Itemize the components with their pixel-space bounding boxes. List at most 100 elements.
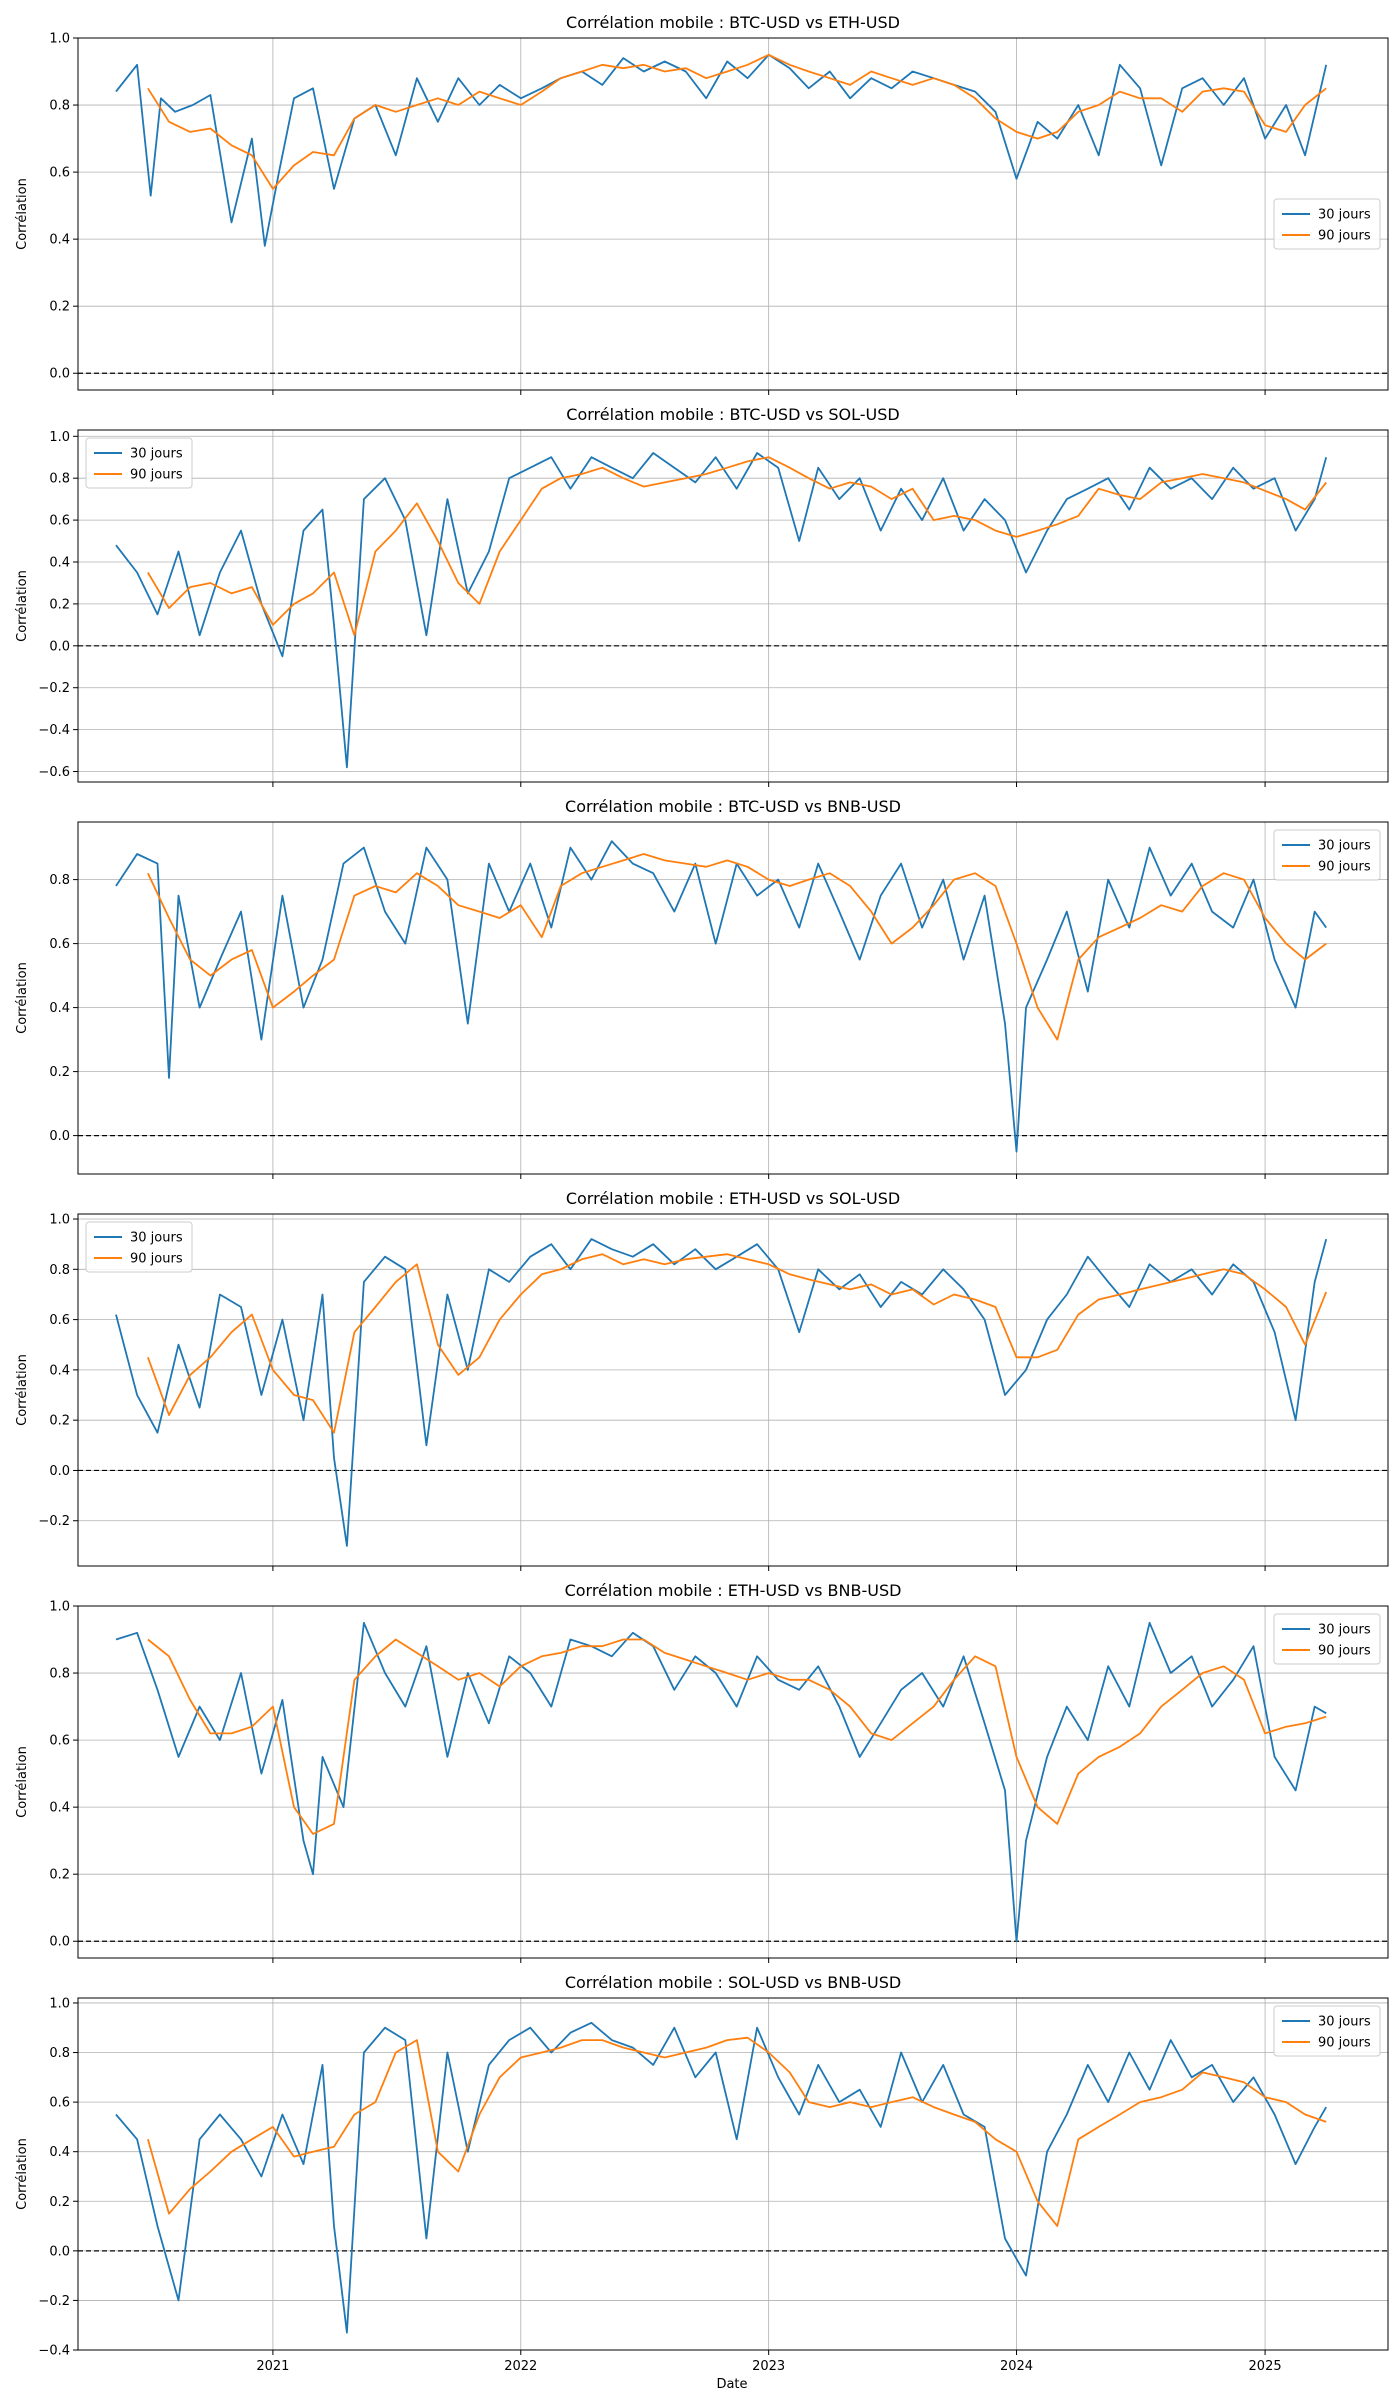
y-tick-label: 0.4 bbox=[49, 233, 70, 248]
y-tick-label: 0.8 bbox=[49, 472, 70, 487]
chart-title: Corrélation mobile : BTC-USD vs SOL-USD bbox=[566, 405, 899, 424]
y-tick-label: 0.6 bbox=[49, 2096, 70, 2111]
legend-label: 90 jours bbox=[1318, 2036, 1371, 2051]
chart-panel-6: Corrélation mobile : SOL-USD vs BNB-USD −… bbox=[15, 1973, 1389, 2374]
legend-label: 30 jours bbox=[130, 447, 183, 462]
series-line-90-jours bbox=[147, 853, 1327, 1041]
legend-box bbox=[1273, 198, 1381, 250]
series-line-90-jours bbox=[147, 2036, 1327, 2228]
legend-box bbox=[1273, 829, 1381, 881]
y-tick-label: 0.2 bbox=[49, 300, 70, 315]
chart-title: Corrélation mobile : ETH-USD vs SOL-USD bbox=[566, 1189, 900, 1208]
legend-box bbox=[85, 437, 193, 489]
y-tick-label: 0.8 bbox=[49, 2046, 70, 2061]
x-axis-label: Date bbox=[716, 2377, 747, 2392]
x-tick-label: 2023 bbox=[752, 2359, 785, 2374]
y-tick-label: 0.8 bbox=[49, 99, 70, 114]
legend-label: 90 jours bbox=[1318, 860, 1371, 875]
series-line-30-jours bbox=[115, 53, 1328, 247]
legend-label: 30 jours bbox=[1318, 1623, 1371, 1638]
x-tick-label: 2022 bbox=[504, 2359, 537, 2374]
chart-panel-2: Corrélation mobile : BTC-USD vs SOL-USD −… bbox=[15, 405, 1389, 787]
legend-label: 90 jours bbox=[1318, 229, 1371, 244]
chart-title: Corrélation mobile : ETH-USD vs BNB-USD bbox=[565, 1581, 902, 1600]
y-tick-label: −0.2 bbox=[38, 681, 70, 696]
legend-label: 30 jours bbox=[1318, 2015, 1371, 2030]
legend: 30 jours 90 jours bbox=[1273, 198, 1381, 250]
chart-panel-1: Corrélation mobile : BTC-USD vs ETH-USD 0… bbox=[15, 13, 1389, 395]
legend-label: 30 jours bbox=[1318, 839, 1371, 854]
x-tick-label: 2024 bbox=[1000, 2359, 1033, 2374]
plot-frame bbox=[77, 37, 1389, 391]
legend: 30 jours 90 jours bbox=[85, 437, 193, 489]
y-axis-label: Corrélation bbox=[15, 2138, 30, 2210]
plot-frame bbox=[77, 821, 1389, 1175]
y-tick-label: 0.2 bbox=[49, 1414, 70, 1429]
y-tick-label: 1.0 bbox=[49, 32, 70, 47]
chart-panel-3: Corrélation mobile : BTC-USD vs BNB-USD 0… bbox=[15, 797, 1389, 1179]
y-tick-label: −0.2 bbox=[38, 2294, 70, 2309]
y-tick-label: 1.0 bbox=[49, 1213, 70, 1228]
y-tick-label: 1.0 bbox=[49, 1996, 70, 2011]
y-tick-label: 0.0 bbox=[49, 639, 70, 654]
chart-title: Corrélation mobile : SOL-USD vs BNB-USD bbox=[565, 1973, 901, 1992]
y-tick-label: 0.6 bbox=[49, 166, 70, 181]
y-axis-label: Corrélation bbox=[15, 178, 30, 250]
y-tick-label: 0.0 bbox=[49, 1464, 70, 1479]
y-tick-label: 0.4 bbox=[49, 1801, 70, 1816]
legend-label: 90 jours bbox=[130, 468, 183, 483]
y-tick-label: 0.6 bbox=[49, 937, 70, 952]
legend-label: 30 jours bbox=[1318, 208, 1371, 223]
chart-panel-5: Corrélation mobile : ETH-USD vs BNB-USD 0… bbox=[15, 1581, 1389, 1963]
y-tick-label: 0.8 bbox=[49, 873, 70, 888]
y-tick-label: 0.2 bbox=[49, 1868, 70, 1883]
y-tick-label: 0.4 bbox=[49, 2145, 70, 2160]
series-line-30-jours bbox=[115, 1238, 1328, 1547]
series-line-30-jours bbox=[115, 2021, 1327, 2334]
chart-panel-4: Corrélation mobile : ETH-USD vs SOL-USD −… bbox=[15, 1189, 1389, 1571]
plot-frame bbox=[77, 1997, 1389, 2351]
series-line-90-jours bbox=[147, 1253, 1328, 1434]
y-tick-label: 0.0 bbox=[49, 2244, 70, 2259]
plot-frame bbox=[77, 429, 1389, 783]
y-tick-label: 0.4 bbox=[49, 1001, 70, 1016]
legend: 30 jours 90 jours bbox=[1273, 2005, 1381, 2057]
y-tick-label: −0.6 bbox=[38, 765, 70, 780]
y-axis-label: Corrélation bbox=[15, 1354, 30, 1426]
y-tick-label: 0.6 bbox=[49, 514, 70, 529]
y-tick-label: 0.6 bbox=[49, 1734, 70, 1749]
y-axis-label: Corrélation bbox=[15, 962, 30, 1034]
chart-title: Corrélation mobile : BTC-USD vs BNB-USD bbox=[565, 797, 901, 816]
y-tick-label: 0.2 bbox=[49, 597, 70, 612]
y-tick-label: 0.4 bbox=[49, 1363, 70, 1378]
x-tick-label: 2025 bbox=[1249, 2359, 1282, 2374]
legend: 30 jours 90 jours bbox=[85, 1221, 193, 1273]
y-tick-label: 0.8 bbox=[49, 1263, 70, 1278]
y-tick-label: 0.2 bbox=[49, 2195, 70, 2210]
y-tick-label: 0.8 bbox=[49, 1667, 70, 1682]
y-tick-label: 0.6 bbox=[49, 1313, 70, 1328]
legend-box bbox=[1273, 2005, 1381, 2057]
y-tick-label: 0.0 bbox=[49, 1129, 70, 1144]
y-tick-label: 0.0 bbox=[49, 367, 70, 382]
y-tick-label: 0.4 bbox=[49, 556, 70, 571]
y-tick-label: 1.0 bbox=[49, 1600, 70, 1615]
legend-box bbox=[1273, 1613, 1381, 1665]
series-line-90-jours bbox=[147, 53, 1327, 190]
series-line-30-jours bbox=[115, 452, 1328, 769]
y-axis-label: Corrélation bbox=[15, 1746, 30, 1818]
legend: 30 jours 90 jours bbox=[1273, 829, 1381, 881]
y-axis-label: Corrélation bbox=[15, 570, 30, 642]
legend-label: 90 jours bbox=[130, 1252, 183, 1267]
chart-panels: Corrélation mobile : BTC-USD vs ETH-USD 0… bbox=[15, 13, 1389, 2374]
chart-title: Corrélation mobile : BTC-USD vs ETH-USD bbox=[566, 13, 900, 32]
y-tick-label: −0.2 bbox=[38, 1514, 70, 1529]
y-tick-label: 0.2 bbox=[49, 1065, 70, 1080]
y-tick-label: −0.4 bbox=[38, 723, 70, 738]
legend: 30 jours 90 jours bbox=[1273, 1613, 1381, 1665]
plot-frame bbox=[77, 1213, 1389, 1567]
plot-frame bbox=[77, 1605, 1389, 1959]
series-line-90-jours bbox=[147, 456, 1327, 637]
y-tick-label: −0.4 bbox=[38, 2344, 70, 2359]
